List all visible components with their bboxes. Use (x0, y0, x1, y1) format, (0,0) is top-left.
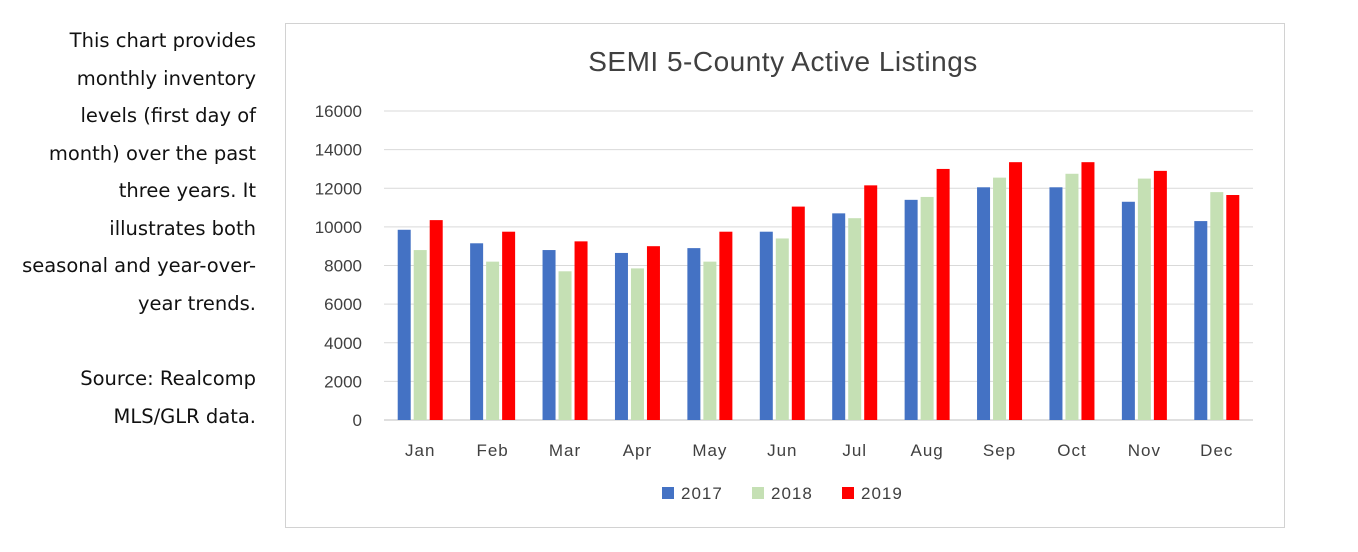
bar-2019-oct (1081, 162, 1095, 420)
bar-2019-jan (429, 220, 443, 420)
bar-2018-sep (993, 177, 1007, 420)
bar-2018-apr (630, 268, 644, 420)
bar-2018-jun (775, 238, 789, 420)
x-tick-label: Nov (1128, 441, 1161, 460)
bar-2018-mar (558, 271, 572, 420)
bar-2017-aug (904, 199, 918, 420)
bar-2018-jan (413, 250, 427, 420)
chart-container: SEMI 5-County Active Listings 0 2000 4000 6… (285, 23, 1285, 528)
bar-2018-oct (1065, 173, 1079, 420)
legend-swatch-2019 (842, 487, 854, 499)
source-note: Source: Realcomp MLS/GLR data. (80, 367, 256, 428)
bar-2017-dec (1194, 221, 1208, 420)
bar-2019-may (719, 231, 733, 420)
y-tick-label: 10000 (315, 218, 362, 237)
bar-2019-mar (574, 241, 588, 420)
x-tick-label: Feb (476, 441, 508, 460)
bar-2019-sep (1009, 162, 1023, 420)
bar-2019-jun (791, 206, 805, 420)
bar-2017-nov (1121, 201, 1135, 420)
bar-2017-oct (1049, 187, 1063, 420)
bar-2018-feb (486, 261, 500, 420)
bar-2017-may (687, 248, 701, 420)
bar-2019-nov (1153, 170, 1167, 420)
chart-description: This chart provides monthly inventory le… (20, 22, 256, 435)
legend-swatch-2018 (752, 487, 764, 499)
x-tick-label: Jun (767, 441, 797, 460)
x-tick-label: Mar (549, 441, 581, 460)
bar-2017-jun (759, 231, 773, 420)
bar-2017-jul (832, 213, 846, 420)
bar-2017-apr (614, 252, 628, 420)
legend-label-2019: 2019 (861, 484, 903, 503)
bar-2019-aug (936, 168, 950, 420)
bar-2018-jul (848, 218, 862, 420)
bar-2019-jul (864, 185, 878, 420)
y-tick-label: 16000 (315, 102, 362, 121)
x-tick-label: Sep (983, 441, 1016, 460)
x-tick-label: Oct (1057, 441, 1086, 460)
bar-2017-jan (397, 229, 411, 420)
bar-2017-mar (542, 250, 556, 420)
x-tick-label: Jul (842, 441, 867, 460)
bar-2018-dec (1210, 192, 1224, 420)
legend-swatch-2017 (662, 487, 674, 499)
legend-label-2017: 2017 (681, 484, 723, 503)
y-tick-label: 2000 (324, 372, 362, 391)
bar-2019-dec (1226, 195, 1240, 420)
x-tick-label: Apr (623, 441, 652, 460)
bar-2018-nov (1137, 178, 1151, 420)
y-tick-label: 12000 (315, 179, 362, 198)
description-text: This chart provides monthly inventory le… (22, 29, 256, 315)
y-tick-label: 14000 (315, 141, 362, 160)
legend-label-2018: 2018 (771, 484, 813, 503)
x-tick-label: Jan (405, 441, 435, 460)
x-tick-label: Dec (1200, 441, 1233, 460)
y-tick-label: 8000 (324, 257, 362, 276)
x-tick-label: Aug (911, 441, 944, 460)
y-tick-label: 4000 (324, 334, 362, 353)
bar-2017-feb (470, 243, 484, 420)
bar-2019-apr (646, 246, 660, 420)
bar-chart: SEMI 5-County Active Listings 0 2000 4000 6… (315, 46, 1253, 503)
x-tick-label: May (692, 441, 727, 460)
y-tick-label: 0 (353, 411, 362, 430)
chart-title: SEMI 5-County Active Listings (588, 46, 978, 77)
bar-2018-aug (920, 196, 934, 420)
bar-2019-feb (502, 231, 516, 420)
bar-2018-may (703, 261, 717, 420)
bar-2017-sep (977, 187, 991, 420)
y-tick-label: 6000 (324, 295, 362, 314)
